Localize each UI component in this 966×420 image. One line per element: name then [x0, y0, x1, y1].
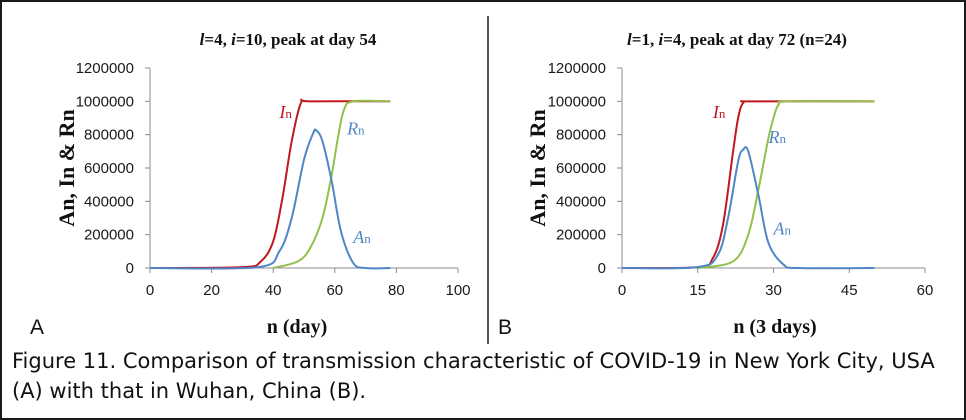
- panel-letter-b: B: [498, 316, 512, 339]
- series-annotation-rn: Rn: [346, 119, 365, 139]
- y-tick-label: 0: [598, 260, 606, 277]
- series-annotation-in: In: [278, 102, 292, 122]
- x-tick-label: 30: [765, 282, 782, 299]
- x-tick-label: 60: [917, 282, 934, 299]
- y-tick-label: 400000: [556, 193, 606, 210]
- y-tick-label: 800000: [84, 127, 134, 144]
- series-annotation-in: In: [712, 102, 726, 122]
- y-tick-label: 200000: [556, 227, 606, 244]
- series-line-rn: [272, 99, 391, 269]
- y-tick-label: 800000: [556, 127, 606, 144]
- series-line-an: [149, 128, 391, 270]
- chart-panel-a: 0 200000 400000 600000 800000 1000000 1200000 0…: [30, 30, 471, 339]
- chart-title: l=4, i=10, peak at day 54: [200, 30, 377, 49]
- y-tick-label: 1200000: [548, 60, 606, 77]
- y-tick-label: 600000: [84, 160, 134, 177]
- x-tick-label: 80: [388, 282, 405, 299]
- series-annotation-an: An: [352, 227, 371, 247]
- x-tick-label: 60: [326, 282, 343, 299]
- y-tick-label: 400000: [84, 193, 134, 210]
- chart-panel-b: 0 200000 400000 600000 800000 1000000 1200000 0…: [498, 30, 933, 339]
- x-axis-label: n (day): [267, 316, 328, 338]
- y-tick-label: 1000000: [76, 93, 134, 110]
- y-tick-label: 1000000: [548, 93, 606, 110]
- x-tick-label: 0: [146, 282, 154, 299]
- x-tick-label: 20: [203, 282, 220, 299]
- y-tick-label: 0: [126, 260, 134, 277]
- x-tick-label: 45: [841, 282, 858, 299]
- series-line-an: [621, 146, 875, 270]
- series-annotation-an: An: [773, 219, 792, 239]
- y-axis-label: An, In & Rn: [54, 109, 79, 226]
- x-tick-label: 15: [689, 282, 706, 299]
- x-tick-label: 40: [265, 282, 282, 299]
- x-tick-label: 100: [445, 282, 470, 299]
- series-line-rn: [697, 100, 875, 269]
- y-tick-label: 1200000: [76, 60, 134, 77]
- figure-caption: Figure 11. Comparison of transmission ch…: [12, 349, 935, 403]
- y-tick-label: 600000: [556, 160, 606, 177]
- series-line-in: [149, 98, 391, 269]
- chart-title: l=1, i=4, peak at day 72 (n=24): [627, 30, 847, 49]
- series-annotation-rn: Rn: [767, 127, 786, 147]
- x-axis-label: n (3 days): [733, 316, 816, 338]
- x-tick-label: 0: [618, 282, 626, 299]
- y-axis-label: An, In & Rn: [525, 109, 550, 226]
- panel-letter-a: A: [30, 316, 44, 339]
- y-tick-label: 200000: [84, 227, 134, 244]
